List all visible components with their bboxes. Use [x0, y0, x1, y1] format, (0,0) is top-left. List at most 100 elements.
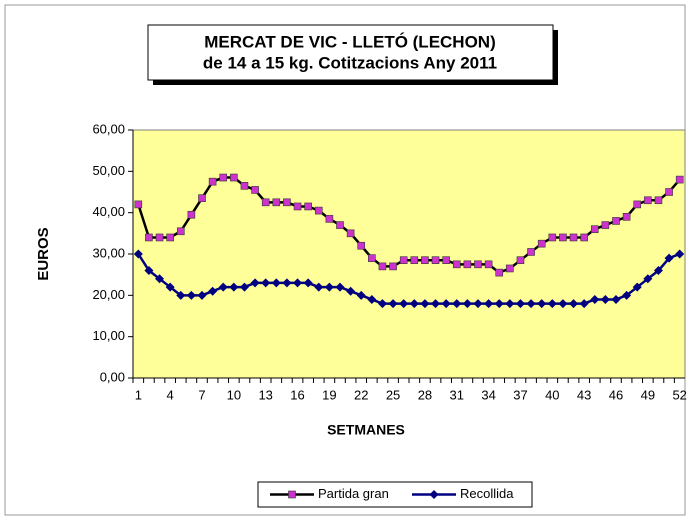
- marker: [388, 299, 398, 309]
- y-tick-label: 60,00: [92, 121, 125, 136]
- marker: [505, 299, 515, 309]
- marker: [611, 294, 621, 304]
- marker: [282, 278, 292, 288]
- marker: [515, 299, 525, 309]
- marker: [462, 299, 472, 309]
- marker: [569, 233, 578, 242]
- marker: [186, 290, 196, 300]
- marker: [558, 299, 568, 309]
- marker: [559, 233, 567, 242]
- marker: [484, 260, 493, 269]
- marker: [356, 290, 366, 300]
- marker: [473, 299, 483, 309]
- marker: [442, 256, 450, 265]
- x-tick-label: 34: [481, 387, 495, 402]
- marker: [537, 239, 546, 248]
- marker: [145, 233, 153, 242]
- marker: [357, 241, 366, 250]
- marker: [590, 225, 599, 233]
- marker: [409, 299, 419, 309]
- x-tick-label: 40: [545, 387, 559, 402]
- marker: [272, 198, 281, 207]
- marker: [452, 299, 462, 309]
- marker: [335, 282, 345, 292]
- marker: [527, 248, 535, 256]
- y-tick-label: 20,00: [92, 287, 125, 302]
- marker: [389, 262, 397, 271]
- marker: [208, 177, 217, 186]
- marker: [261, 198, 270, 207]
- marker: [494, 299, 504, 309]
- marker: [176, 227, 185, 236]
- marker: [526, 299, 536, 309]
- marker: [643, 274, 653, 284]
- marker: [399, 256, 408, 265]
- y-tick-label: 30,00: [92, 245, 125, 260]
- x-tick-label: 37: [513, 387, 527, 402]
- marker: [431, 256, 440, 265]
- y-axis-label: EUROS: [35, 227, 52, 280]
- marker: [675, 249, 685, 259]
- marker: [325, 215, 334, 223]
- marker: [516, 256, 525, 265]
- series-line: [137, 176, 681, 275]
- marker: [314, 206, 323, 215]
- marker: [495, 268, 504, 277]
- marker: [250, 278, 260, 288]
- marker: [431, 299, 441, 309]
- legend-label: Recollida: [460, 486, 514, 501]
- chart-title: MERCAT DE VIC - LLETÓ (LECHON): [204, 32, 496, 51]
- marker: [367, 294, 377, 304]
- marker: [506, 264, 514, 273]
- marker: [644, 196, 652, 205]
- marker: [324, 282, 334, 292]
- marker: [293, 202, 302, 211]
- marker: [229, 282, 239, 292]
- plot-area: [132, 129, 686, 379]
- marker: [314, 282, 324, 292]
- marker: [230, 173, 238, 182]
- marker: [133, 249, 143, 259]
- series-line: [137, 252, 681, 305]
- marker: [633, 200, 642, 209]
- marker: [580, 233, 588, 242]
- marker: [198, 194, 206, 202]
- x-tick-label: 22: [354, 387, 368, 402]
- x-tick-label: 1: [135, 387, 142, 402]
- marker: [155, 233, 164, 242]
- marker: [612, 217, 620, 225]
- marker: [569, 299, 579, 309]
- marker: [377, 299, 387, 309]
- marker: [239, 282, 249, 292]
- marker: [346, 229, 355, 238]
- marker: [251, 186, 259, 194]
- marker: [293, 278, 303, 288]
- marker: [288, 490, 296, 499]
- marker: [208, 286, 218, 296]
- x-tick-label: 43: [577, 387, 591, 402]
- marker: [548, 233, 557, 242]
- marker: [675, 175, 684, 184]
- marker: [368, 254, 376, 262]
- marker: [303, 278, 313, 288]
- marker: [271, 278, 281, 288]
- x-tick-label: 46: [609, 387, 623, 402]
- marker: [283, 198, 291, 207]
- title-box: [147, 24, 554, 81]
- marker: [452, 260, 461, 269]
- marker: [441, 299, 451, 309]
- marker: [654, 196, 663, 205]
- marker: [474, 260, 482, 269]
- marker: [240, 182, 249, 190]
- x-tick-label: 13: [258, 387, 272, 402]
- marker: [399, 299, 409, 309]
- marker: [665, 188, 673, 196]
- marker: [165, 282, 175, 292]
- marker: [484, 299, 494, 309]
- y-tick-label: 50,00: [92, 163, 125, 178]
- x-tick-label: 52: [672, 387, 686, 402]
- x-tick-label: 4: [167, 387, 174, 402]
- x-tick-label: 16: [290, 387, 304, 402]
- marker: [421, 256, 429, 265]
- y-tick-label: 10,00: [92, 328, 125, 343]
